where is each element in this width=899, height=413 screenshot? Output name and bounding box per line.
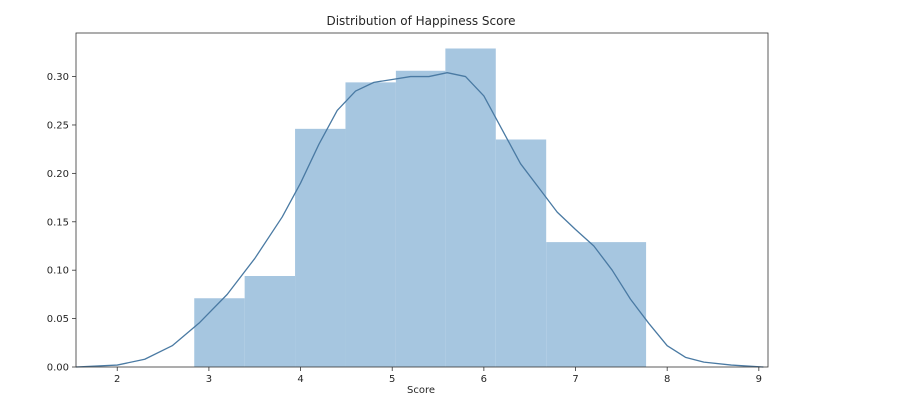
histogram-bar [295,128,346,367]
y-tick-label: 0.10 [47,266,69,277]
x-axis-label: Score [407,385,435,396]
y-tick-label: 0.20 [47,169,69,180]
plot-frame [75,32,769,368]
x-tick-label: 7 [572,374,578,385]
x-tick-label: 6 [481,374,487,385]
histogram-bar [445,48,496,368]
x-tick-label: 2 [114,374,120,385]
y-tick-label: 0.00 [47,363,69,374]
histogram-bar [395,70,446,367]
kde-layer [75,72,764,368]
x-tick-label: 3 [206,374,212,385]
y-tick-label: 0.25 [47,120,69,131]
histogram-bar [495,139,547,367]
histogram-bar [546,242,647,367]
x-tick-label: 5 [389,374,395,385]
y-tick-label: 0.15 [47,217,69,228]
histogram-bar [244,276,296,367]
histogram-bar [345,82,396,368]
x-tick-label: 4 [297,374,303,385]
y-tick-label: 0.05 [47,314,69,325]
y-tick-label: 0.30 [47,72,69,83]
axes: 2 3 4 5 6 7 8 9 0.00 0.05 0.10 0.15 0.20 0.25 0.30 [47,32,769,385]
kde-line [75,72,764,368]
x-tick-label: 8 [664,374,670,385]
x-tick-label: 9 [756,374,762,385]
histogram-bar [194,298,245,367]
chart-title: Distribution of Happiness Score [326,14,515,28]
histogram-bars [194,48,647,368]
